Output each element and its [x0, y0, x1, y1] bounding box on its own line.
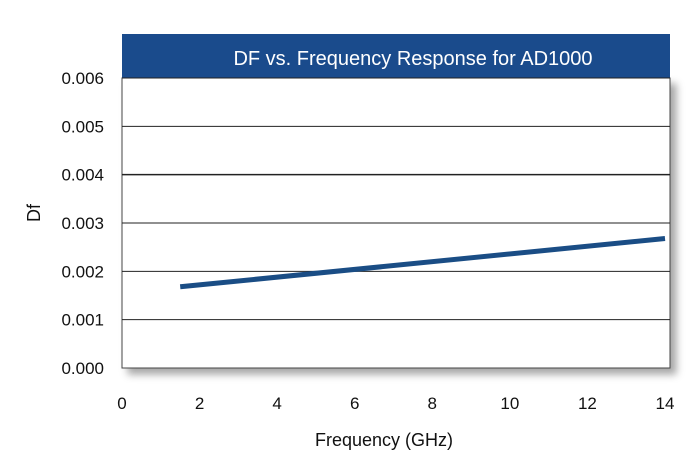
x-axis-ticks: 0 2 4 6 8 10 12 14: [117, 394, 674, 413]
x-tick-label: 2: [195, 394, 204, 413]
y-tick-label: 0.002: [61, 262, 104, 281]
y-axis-ticks: 0.000 0.001 0.002 0.003 0.004 0.005 0.006: [61, 69, 104, 378]
x-tick-label: 12: [578, 394, 597, 413]
y-tick-label: 0.006: [61, 69, 104, 88]
y-tick-label: 0.003: [61, 214, 104, 233]
y-tick-label: 0.000: [61, 359, 104, 378]
y-tick-label: 0.004: [61, 166, 104, 185]
title-bar: [122, 34, 670, 78]
y-tick-label: 0.001: [61, 311, 104, 330]
x-tick-label: 0: [117, 394, 126, 413]
y-tick-label: 0.005: [61, 117, 104, 136]
x-tick-label: 14: [656, 394, 675, 413]
gridlines: [122, 77, 670, 321]
series-line: [179, 236, 666, 290]
x-axis-title: Frequency (GHz): [315, 430, 453, 450]
series-layer: [179, 236, 666, 290]
x-tick-label: 6: [350, 394, 359, 413]
chart-title: DF vs. Frequency Response for AD1000: [233, 48, 592, 70]
x-tick-label: 8: [428, 394, 437, 413]
x-tick-label: 4: [272, 394, 281, 413]
x-tick-label: 10: [500, 394, 519, 413]
y-axis-title: Df: [24, 203, 44, 222]
